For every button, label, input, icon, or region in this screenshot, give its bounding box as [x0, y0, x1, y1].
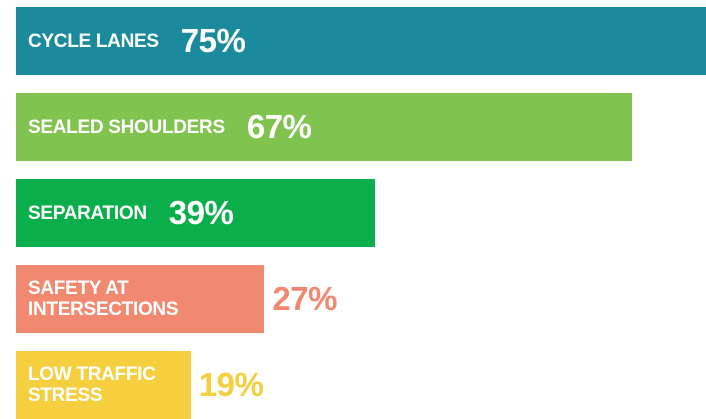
- value-label: 39%: [168, 194, 234, 231]
- category-label: SEALED SHOULDERS: [28, 116, 225, 138]
- bar-row: SEPARATION 39%: [16, 179, 375, 247]
- category-label: CYCLE LANES: [28, 30, 159, 52]
- category-label: SEPARATION: [28, 202, 147, 224]
- bar-row: SEALED SHOULDERS 67%: [16, 93, 633, 161]
- bar: SAFETY AT INTERSECTIONS: [16, 265, 265, 333]
- value-label: 27%: [272, 280, 337, 317]
- value-label: 19%: [198, 366, 264, 403]
- value-label: 75%: [180, 22, 246, 59]
- bar-row: SAFETY AT INTERSECTIONS 27%: [16, 265, 337, 333]
- bar: LOW TRAFFIC STRESS: [16, 351, 191, 419]
- category-label: LOW TRAFFIC STRESS: [28, 364, 156, 406]
- category-label: SAFETY AT INTERSECTIONS: [28, 278, 179, 320]
- value-label: 67%: [246, 108, 312, 145]
- bar-row: LOW TRAFFIC STRESS 19%: [16, 351, 264, 419]
- bar-row: CYCLE LANES 75%: [16, 7, 706, 75]
- bar: SEALED SHOULDERS 67%: [16, 93, 633, 161]
- bar: CYCLE LANES 75%: [16, 7, 706, 75]
- bar: SEPARATION 39%: [16, 179, 375, 247]
